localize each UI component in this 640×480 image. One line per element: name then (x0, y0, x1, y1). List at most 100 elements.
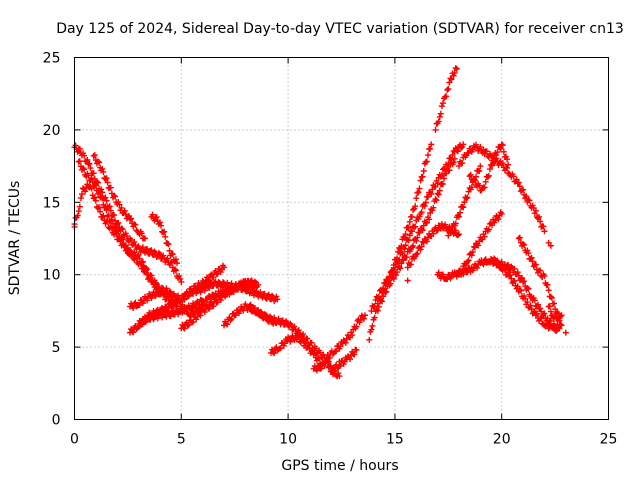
data-point (420, 239, 427, 246)
data-point (453, 147, 460, 154)
data-marks (71, 65, 569, 380)
data-point (115, 219, 122, 226)
data-point (432, 183, 439, 190)
data-point (129, 328, 136, 335)
data-point (224, 321, 231, 328)
data-point (221, 264, 228, 271)
data-point (416, 185, 423, 192)
data-point (427, 145, 434, 152)
data-point (161, 228, 168, 235)
data-point (164, 255, 171, 262)
data-point (179, 301, 186, 308)
data-point (543, 320, 550, 327)
data-point (413, 195, 420, 202)
data-point (76, 145, 83, 152)
y-tick-label: 20 (43, 123, 61, 139)
data-point (532, 207, 539, 214)
data-point (374, 300, 381, 307)
data-point (141, 235, 148, 242)
data-point (422, 199, 429, 206)
data-point (349, 332, 356, 339)
data-point (504, 156, 511, 163)
data-point (449, 151, 456, 158)
data-point (414, 234, 421, 241)
data-point (311, 350, 318, 357)
data-point (517, 287, 524, 294)
data-point (214, 270, 221, 277)
data-point (435, 118, 442, 125)
data-point (360, 315, 367, 322)
data-point (371, 314, 378, 321)
data-point (507, 272, 514, 279)
data-point (434, 227, 441, 234)
data-point (123, 232, 130, 239)
data-point (153, 281, 160, 288)
data-point (147, 247, 154, 254)
data-point (316, 355, 323, 362)
data-point (460, 204, 467, 211)
data-point (517, 275, 524, 282)
y-tick-label: 15 (43, 195, 61, 211)
data-point (474, 264, 481, 271)
data-point (180, 294, 187, 301)
data-point (408, 228, 415, 235)
data-point (458, 144, 465, 151)
data-point (113, 223, 120, 230)
data-point (203, 298, 210, 305)
data-point (439, 225, 446, 232)
data-point (401, 235, 408, 242)
data-point (333, 347, 340, 354)
data-point (305, 342, 312, 349)
y-axis-label: SDTVAR / TECUs (7, 181, 23, 296)
data-point (475, 242, 482, 249)
data-point (185, 321, 192, 328)
data-point (152, 293, 159, 300)
data-point (87, 165, 94, 172)
data-point (524, 299, 531, 306)
data-point (371, 303, 378, 310)
data-point (240, 283, 247, 290)
data-point (492, 217, 499, 224)
data-point (100, 168, 107, 175)
data-point (184, 292, 191, 299)
data-point (476, 168, 483, 175)
data-point (459, 160, 466, 167)
data-point (447, 155, 454, 162)
data-point (183, 306, 190, 312)
data-point (443, 170, 450, 177)
data-point (279, 317, 286, 324)
data-point (274, 296, 281, 303)
data-point (213, 299, 220, 306)
data-point (361, 312, 368, 319)
data-point (342, 339, 349, 346)
data-point (153, 214, 160, 221)
data-point (217, 292, 224, 299)
data-point (390, 262, 397, 269)
data-point (525, 285, 532, 292)
data-point (102, 194, 109, 201)
data-point (415, 189, 422, 196)
y-tick-label: 25 (43, 51, 61, 67)
data-point (558, 322, 565, 329)
data-point (197, 284, 204, 291)
data-point (406, 232, 413, 239)
data-point (396, 264, 403, 271)
data-point (402, 231, 409, 238)
data-point (482, 178, 489, 185)
data-point (406, 218, 413, 225)
data-point (105, 212, 112, 219)
data-point (100, 212, 107, 219)
data-point (368, 326, 375, 333)
data-point (516, 234, 523, 241)
data-point (272, 319, 279, 326)
data-point (287, 338, 294, 345)
data-point (210, 274, 217, 281)
data-point (81, 152, 88, 159)
data-point (541, 228, 548, 235)
data-point (413, 237, 420, 244)
data-point (74, 148, 81, 155)
data-point (552, 327, 559, 334)
data-point (268, 314, 275, 321)
data-point (476, 182, 483, 189)
data-point (190, 318, 197, 325)
